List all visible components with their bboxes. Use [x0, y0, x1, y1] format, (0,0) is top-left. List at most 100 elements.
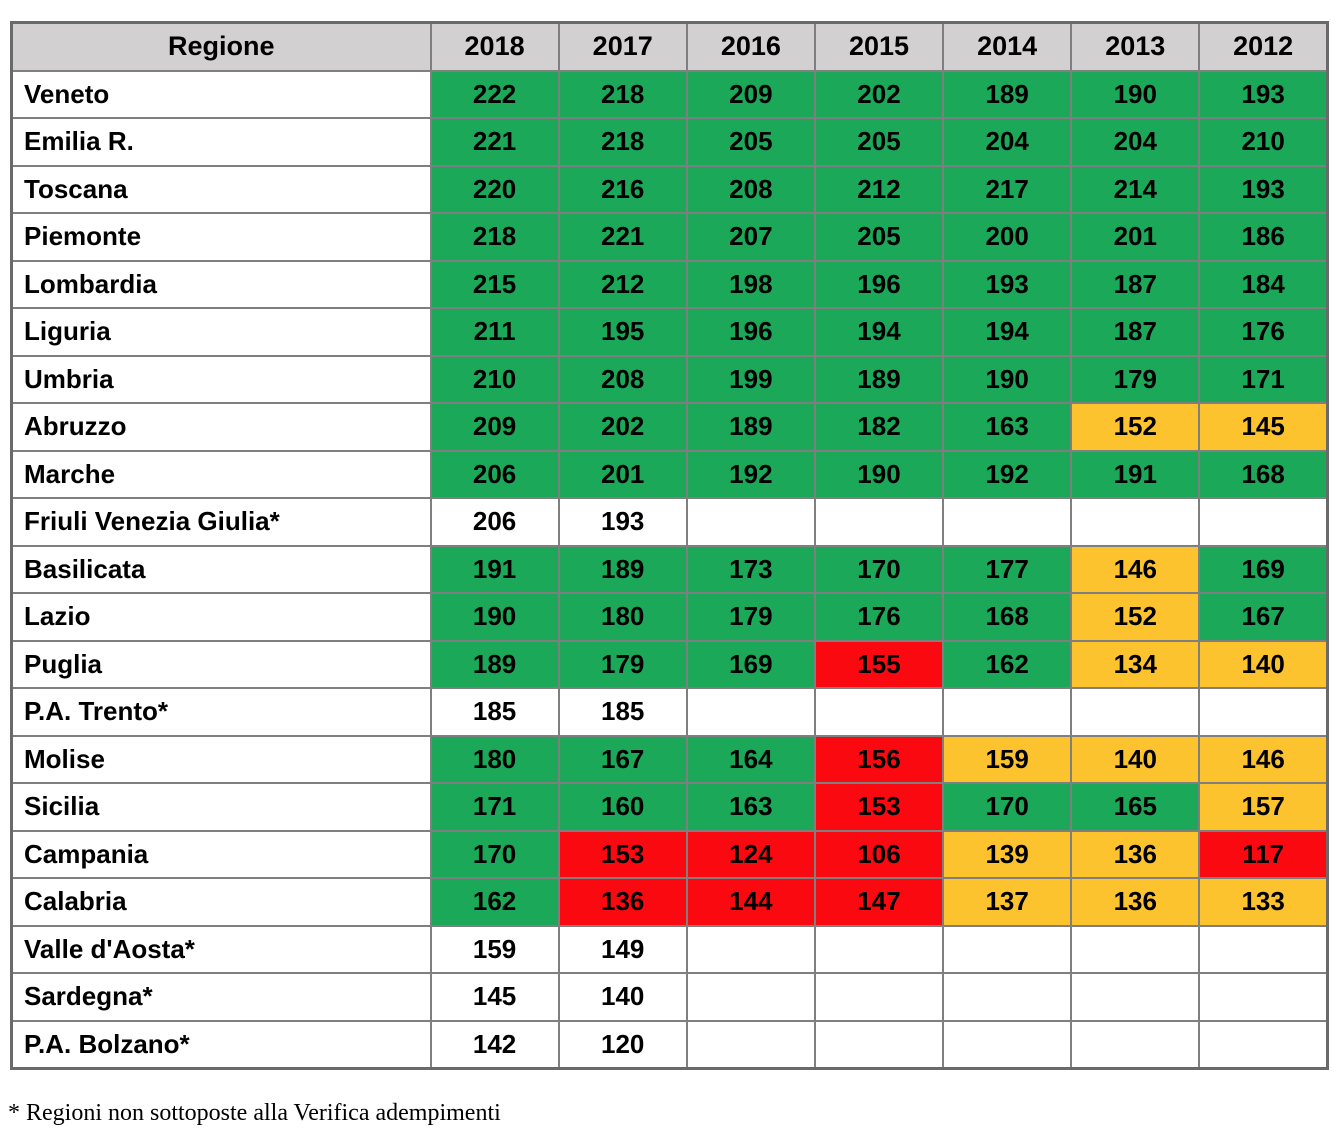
cell-p-a-bolzano-2012	[1198, 1019, 1329, 1069]
cell-friuli-venezia-giulia-2013	[1070, 497, 1201, 547]
cell-p-a-bolzano-2018: 142	[429, 1019, 560, 1069]
cell-calabria-2015: 147	[813, 877, 945, 927]
cell-emilia-r-2015: 205	[813, 117, 945, 167]
row-emilia-r: Emilia R. 221 218 205 205 204 204 210	[10, 117, 1329, 167]
table-body: Veneto 222 218 209 202 189 190 193 Emilia R. 221 2…	[10, 69, 1329, 1069]
row-p-a-trento: P.A. Trento* 185 185	[10, 687, 1329, 737]
cell-piemonte-2015: 205	[813, 212, 945, 262]
cell-marche-2012: 168	[1198, 449, 1329, 499]
cell-liguria-2017: 195	[557, 307, 688, 357]
cell-toscana-2017: 216	[557, 164, 688, 214]
cell-molise-2017: 167	[557, 734, 688, 784]
cell-valle-d-aosta-2012	[1198, 924, 1329, 974]
cell-sardegna-2015	[813, 972, 945, 1022]
row-friuli-venezia-giulia: Friuli Venezia Giulia* 206 193	[10, 497, 1329, 547]
cell-valle-d-aosta-2015	[813, 924, 945, 974]
cell-veneto-2013: 190	[1070, 69, 1201, 119]
cell-abruzzo-2014: 163	[942, 402, 1073, 452]
row-campania: Campania 170 153 124 106 139 136 117	[10, 829, 1329, 879]
cell-calabria-2018: 162	[429, 877, 560, 927]
cell-emilia-r-2017: 218	[557, 117, 688, 167]
cell-abruzzo-2016: 189	[685, 402, 816, 452]
cell-emilia-r-2013: 204	[1070, 117, 1201, 167]
cell-sardegna-2016	[685, 972, 816, 1022]
cell-calabria-2013: 136	[1070, 877, 1201, 927]
cell-veneto-2014: 189	[942, 69, 1073, 119]
row-calabria: Calabria 162 136 144 147 137 136 133	[10, 877, 1329, 927]
cell-p-a-trento-2017: 185	[557, 687, 688, 737]
cell-lazio-2013: 152	[1070, 592, 1201, 642]
cell-puglia-2014: 162	[942, 639, 1073, 689]
cell-lazio-2018: 190	[429, 592, 560, 642]
cell-basilicata-2015: 170	[813, 544, 945, 594]
cell-p-a-bolzano-2017: 120	[557, 1019, 688, 1069]
cell-basilicata-2017: 189	[557, 544, 688, 594]
cell-sicilia-2018: 171	[429, 782, 560, 832]
cell-friuli-venezia-giulia-2012	[1198, 497, 1329, 547]
cell-toscana-2012: 193	[1198, 164, 1329, 214]
cell-marche-2017: 201	[557, 449, 688, 499]
cell-liguria-2013: 187	[1070, 307, 1201, 357]
cell-lombardia-2015: 196	[813, 259, 945, 309]
region-name-cell: Emilia R.	[10, 117, 432, 167]
cell-toscana-2013: 214	[1070, 164, 1201, 214]
cell-toscana-2015: 212	[813, 164, 945, 214]
cell-calabria-2012: 133	[1198, 877, 1329, 927]
cell-campania-2012: 117	[1198, 829, 1329, 879]
cell-friuli-venezia-giulia-2014	[942, 497, 1073, 547]
cell-p-a-bolzano-2014	[942, 1019, 1073, 1069]
cell-umbria-2012: 171	[1198, 354, 1329, 404]
cell-liguria-2015: 194	[813, 307, 945, 357]
cell-basilicata-2016: 173	[685, 544, 816, 594]
row-toscana: Toscana 220 216 208 212 217 214 193	[10, 164, 1329, 214]
region-scores-table: Regione 2018 2017 2016 2015 2014 2013 2012 Vene…	[10, 21, 1329, 1070]
cell-puglia-2016: 169	[685, 639, 816, 689]
cell-valle-d-aosta-2017: 149	[557, 924, 688, 974]
cell-sicilia-2014: 170	[942, 782, 1073, 832]
cell-friuli-venezia-giulia-2017: 193	[557, 497, 688, 547]
cell-lombardia-2014: 193	[942, 259, 1073, 309]
cell-p-a-trento-2013	[1070, 687, 1201, 737]
cell-sicilia-2017: 160	[557, 782, 688, 832]
cell-calabria-2014: 137	[942, 877, 1073, 927]
region-name-cell: Molise	[10, 734, 432, 784]
row-lazio: Lazio 190 180 179 176 168 152 167	[10, 592, 1329, 642]
cell-sardegna-2014	[942, 972, 1073, 1022]
cell-veneto-2012: 193	[1198, 69, 1329, 119]
cell-liguria-2014: 194	[942, 307, 1073, 357]
cell-p-a-bolzano-2016	[685, 1019, 816, 1069]
region-name-cell: Liguria	[10, 307, 432, 357]
cell-sardegna-2012	[1198, 972, 1329, 1022]
row-sardegna: Sardegna* 145 140	[10, 972, 1329, 1022]
region-name-cell: Valle d'Aosta*	[10, 924, 432, 974]
cell-friuli-venezia-giulia-2018: 206	[429, 497, 560, 547]
cell-p-a-bolzano-2013	[1070, 1019, 1201, 1069]
row-p-a-bolzano: P.A. Bolzano* 142 120	[10, 1019, 1329, 1069]
header-cell-2017: 2017	[557, 21, 688, 72]
cell-sicilia-2012: 157	[1198, 782, 1329, 832]
cell-umbria-2015: 189	[813, 354, 945, 404]
cell-lazio-2017: 180	[557, 592, 688, 642]
cell-p-a-bolzano-2015	[813, 1019, 945, 1069]
region-name-cell: Veneto	[10, 69, 432, 119]
row-basilicata: Basilicata 191 189 173 170 177 146 169	[10, 544, 1329, 594]
cell-campania-2015: 106	[813, 829, 945, 879]
cell-friuli-venezia-giulia-2016	[685, 497, 816, 547]
cell-emilia-r-2016: 205	[685, 117, 816, 167]
cell-puglia-2015: 155	[813, 639, 945, 689]
cell-liguria-2016: 196	[685, 307, 816, 357]
region-name-cell: Campania	[10, 829, 432, 879]
header-cell-regione: Regione	[10, 21, 432, 72]
cell-umbria-2013: 179	[1070, 354, 1201, 404]
cell-molise-2015: 156	[813, 734, 945, 784]
cell-piemonte-2016: 207	[685, 212, 816, 262]
row-valle-d-aosta: Valle d'Aosta* 159 149	[10, 924, 1329, 974]
cell-umbria-2014: 190	[942, 354, 1073, 404]
cell-valle-d-aosta-2013	[1070, 924, 1201, 974]
cell-umbria-2016: 199	[685, 354, 816, 404]
region-name-cell: Basilicata	[10, 544, 432, 594]
row-puglia: Puglia 189 179 169 155 162 134 140	[10, 639, 1329, 689]
header-cell-2018: 2018	[429, 21, 560, 72]
header-cell-2015: 2015	[813, 21, 945, 72]
